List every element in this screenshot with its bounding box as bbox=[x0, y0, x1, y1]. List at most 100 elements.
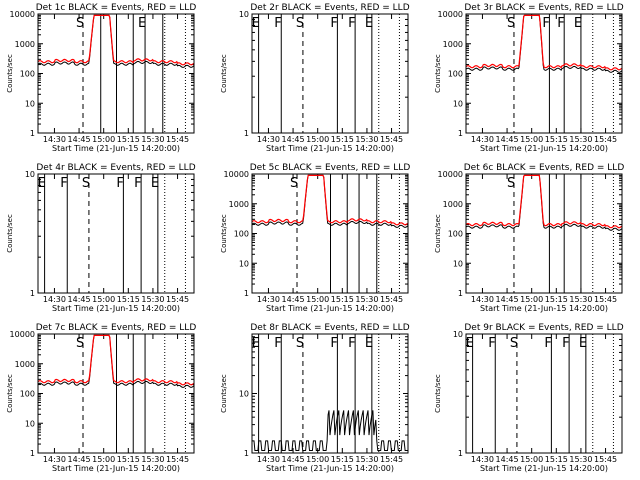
panel-5: Det 5c BLACK = Events, RED = LLD Counts/s… bbox=[220, 163, 410, 313]
x-tick-label: 15:30 bbox=[141, 455, 164, 464]
marker-label: F bbox=[562, 336, 569, 351]
marker-label: F bbox=[330, 16, 337, 31]
y-tick-label: 10000 bbox=[10, 330, 35, 339]
x-tick-label: 14:45 bbox=[496, 455, 519, 464]
x-tick-label: 15:00 bbox=[306, 455, 329, 464]
marker-label: F bbox=[348, 336, 355, 351]
x-tick-label: 14:45 bbox=[496, 295, 519, 304]
x-axis-label: Start Time (21-Jun-15 14:20:00) bbox=[266, 304, 394, 313]
panel-7: Det 7c BLACK = Events, RED = LLD Counts/s… bbox=[6, 323, 196, 473]
x-tick-label: 15:15 bbox=[545, 455, 568, 464]
x-axis-label: Start Time (21-Jun-15 14:20:00) bbox=[52, 304, 180, 313]
y-tick-label: 1 bbox=[244, 129, 249, 138]
y-tick-label: 1 bbox=[244, 449, 249, 458]
y-tick-label: 1000 bbox=[443, 40, 463, 49]
marker-label: F bbox=[60, 176, 67, 191]
y-tick-label: 10 bbox=[453, 330, 463, 339]
x-tick-label: 15:45 bbox=[380, 455, 403, 464]
panel-title: Det 4r BLACK = Events, RED = LLD bbox=[36, 163, 195, 173]
x-tick-label: 14:30 bbox=[471, 295, 494, 304]
marker-label: E bbox=[574, 16, 582, 31]
y-tick-label: 10000 bbox=[438, 10, 463, 19]
x-axis-label: Start Time (21-Jun-15 14:20:00) bbox=[480, 144, 608, 153]
x-tick-label: 15:00 bbox=[520, 295, 543, 304]
marker-label: S bbox=[82, 176, 90, 191]
x-tick-label: 15:30 bbox=[569, 455, 592, 464]
x-tick-label: 14:45 bbox=[68, 135, 91, 144]
plot-frame bbox=[465, 333, 623, 454]
series-red-line bbox=[37, 14, 195, 66]
y-tick-label: 100 bbox=[20, 70, 35, 79]
x-axis-label: Start Time (21-Jun-15 14:20:00) bbox=[52, 464, 180, 473]
x-axis-label: Start Time (21-Jun-15 14:20:00) bbox=[480, 304, 608, 313]
marker-label: S bbox=[510, 336, 518, 351]
x-axis-label: Start Time (21-Jun-15 14:20:00) bbox=[266, 464, 394, 473]
x-tick-label: 14:45 bbox=[282, 135, 305, 144]
plot-frame bbox=[251, 13, 409, 134]
x-tick-label: 14:30 bbox=[257, 295, 280, 304]
x-tick-label: 15:15 bbox=[117, 295, 140, 304]
x-axis-label: Start Time (21-Jun-15 14:20:00) bbox=[52, 144, 180, 153]
panel-title: Det 2r BLACK = Events, RED = LLD bbox=[250, 3, 409, 13]
y-axis-label: Counts/sec bbox=[220, 54, 228, 93]
plot-frame bbox=[37, 333, 195, 454]
plot-frame bbox=[465, 173, 623, 294]
x-tick-label: 15:15 bbox=[331, 295, 354, 304]
marker-label: F bbox=[116, 176, 123, 191]
panel-title: Det 7c BLACK = Events, RED = LLD bbox=[36, 323, 197, 333]
x-tick-label: 14:30 bbox=[471, 455, 494, 464]
panel-4: Det 4r BLACK = Events, RED = LLD Counts/s… bbox=[6, 163, 196, 313]
y-tick-label: 10 bbox=[453, 99, 463, 108]
panel-title: Det 3r BLACK = Events, RED = LLD bbox=[464, 3, 623, 13]
marker-label: F bbox=[488, 336, 495, 351]
panel-8: Det 8r BLACK = Events, RED = LLD Counts/s… bbox=[220, 323, 410, 473]
y-tick-label: 10 bbox=[239, 10, 249, 19]
marker-label: F bbox=[557, 16, 564, 31]
x-tick-label: 14:45 bbox=[282, 455, 305, 464]
y-tick-label: 1 bbox=[244, 289, 249, 298]
y-tick-label: 1 bbox=[30, 129, 35, 138]
y-axis-label: Counts/sec bbox=[6, 214, 14, 253]
y-axis-label: Counts/sec bbox=[434, 54, 442, 93]
series-black-line bbox=[252, 410, 408, 451]
x-tick-label: 15:15 bbox=[545, 135, 568, 144]
marker-label: E bbox=[38, 176, 46, 191]
x-tick-label: 14:30 bbox=[43, 135, 66, 144]
panel-2: Det 2r BLACK = Events, RED = LLD Counts/s… bbox=[220, 3, 410, 153]
x-tick-label: 15:15 bbox=[331, 135, 354, 144]
y-tick-label: 1000 bbox=[229, 200, 249, 209]
panel-9: Det 9r BLACK = Events, RED = LLD Counts/s… bbox=[434, 323, 624, 473]
x-tick-label: 15:45 bbox=[594, 295, 617, 304]
x-tick-label: 15:30 bbox=[569, 295, 592, 304]
series-red-line bbox=[37, 334, 195, 386]
x-tick-label: 15:45 bbox=[380, 135, 403, 144]
x-tick-label: 14:45 bbox=[282, 295, 305, 304]
y-tick-label: 10000 bbox=[224, 170, 249, 179]
x-tick-label: 15:15 bbox=[117, 135, 140, 144]
series-red-line bbox=[465, 174, 623, 229]
y-tick-label: 10 bbox=[239, 259, 249, 268]
series-black-line bbox=[465, 174, 623, 231]
x-tick-label: 14:30 bbox=[471, 135, 494, 144]
x-tick-label: 14:45 bbox=[68, 295, 91, 304]
marker-label: S bbox=[76, 336, 84, 351]
y-tick-label: 1 bbox=[458, 129, 463, 138]
x-tick-label: 15:00 bbox=[520, 455, 543, 464]
y-tick-label: 10 bbox=[25, 419, 35, 428]
panel-title: Det 9r BLACK = Events, RED = LLD bbox=[464, 323, 623, 333]
marker-label: S bbox=[290, 176, 298, 191]
x-tick-label: 15:00 bbox=[92, 295, 115, 304]
marker-label: S bbox=[507, 176, 515, 191]
y-tick-label: 10 bbox=[25, 99, 35, 108]
x-tick-label: 15:30 bbox=[569, 135, 592, 144]
x-tick-label: 14:30 bbox=[257, 455, 280, 464]
y-tick-label: 1 bbox=[30, 289, 35, 298]
y-axis-label: Counts/sec bbox=[434, 374, 442, 413]
x-tick-label: 15:30 bbox=[355, 455, 378, 464]
x-tick-label: 15:45 bbox=[166, 455, 189, 464]
y-tick-label: 10000 bbox=[438, 170, 463, 179]
marker-label: E bbox=[138, 16, 146, 31]
series-black-line bbox=[465, 14, 623, 73]
marker-label: S bbox=[296, 336, 304, 351]
